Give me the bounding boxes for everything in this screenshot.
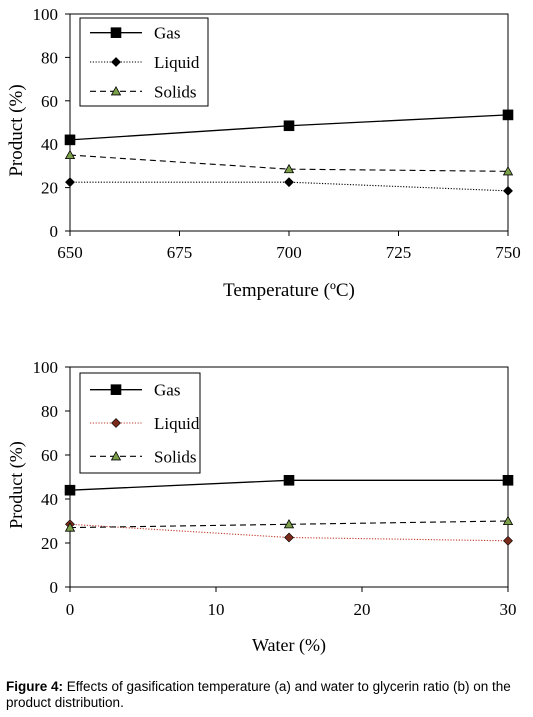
legend-marker: [110, 27, 122, 38]
x-tick-label: 650: [57, 243, 83, 262]
x-axis-label: Water (%): [252, 635, 326, 656]
legend-marker: [111, 57, 121, 67]
legend-label: Solids: [154, 447, 197, 466]
y-tick-label: 100: [33, 5, 59, 24]
caption-text: Effects of gasification temperature (a) …: [6, 679, 511, 710]
legend-label: Solids: [154, 82, 197, 101]
legend-marker: [110, 384, 122, 395]
data-point: [64, 134, 76, 146]
data-point: [503, 535, 513, 546]
caption-label: Figure 4:: [6, 679, 64, 694]
x-tick-label: 20: [354, 600, 371, 619]
data-point: [64, 522, 76, 532]
data-point: [283, 120, 295, 132]
y-tick-label: 0: [50, 222, 59, 241]
x-tick-label: 725: [386, 243, 412, 262]
data-point: [284, 177, 294, 188]
y-tick-label: 60: [41, 92, 58, 111]
x-tick-label: 750: [495, 243, 521, 262]
data-point: [502, 109, 514, 121]
legend: Gas Liquid Solids: [79, 372, 201, 474]
legend-label: Liquid: [154, 414, 200, 433]
legend-marker: [111, 418, 121, 428]
data-point: [65, 177, 75, 188]
y-axis-label: Product (%): [6, 441, 27, 528]
x-tick-label: 10: [208, 600, 225, 619]
data-point: [284, 532, 294, 543]
figure-caption: Figure 4: Effects of gasification temper…: [6, 679, 528, 711]
series-liquid: [65, 177, 513, 196]
series-solids: [64, 515, 514, 532]
y-tick-label: 20: [41, 534, 58, 553]
data-point: [503, 185, 513, 196]
y-tick-label: 80: [41, 48, 58, 67]
x-axis-label: Temperature (ºC): [223, 280, 355, 301]
y-tick-label: 100: [33, 358, 59, 377]
y-tick-label: 80: [41, 402, 58, 421]
x-tick-label: 30: [500, 600, 517, 619]
x-tick-label: 675: [167, 243, 193, 262]
y-tick-label: 60: [41, 446, 58, 465]
chart-water: 0 20 40 60 80 100 0 10 20 30 Water (%) Product (%) G…: [6, 358, 517, 656]
series-line-solids: [69, 520, 509, 529]
x-tick-label: 700: [276, 243, 302, 262]
legend-label: Gas: [154, 381, 180, 400]
legend-marker: [110, 451, 122, 461]
y-tick-label: 40: [41, 490, 58, 509]
series-line-solids: [69, 154, 509, 172]
data-point: [64, 484, 76, 496]
data-point: [502, 475, 514, 486]
y-tick-label: 40: [41, 135, 58, 154]
legend: Gas Liquid Solids: [79, 17, 209, 107]
data-point: [283, 475, 295, 486]
y-axis-label: Product (%): [6, 84, 27, 176]
data-point: [502, 166, 514, 176]
y-tick-label: 0: [50, 578, 59, 597]
y-tick-label: 20: [41, 179, 58, 198]
data-point: [502, 515, 514, 526]
legend-marker: [110, 86, 122, 96]
data-point: [283, 163, 295, 174]
chart-temperature: 0 20 40 60 80 100 650 675 700 725 750 Temperature (…: [6, 5, 521, 301]
data-point: [283, 518, 295, 529]
x-tick-label: 0: [66, 600, 75, 619]
series-gas: [64, 109, 514, 146]
series-solids: [64, 149, 514, 176]
series-gas: [64, 475, 514, 496]
data-point: [64, 149, 76, 160]
legend-label: Liquid: [154, 53, 200, 72]
legend-label: Gas: [154, 24, 180, 43]
